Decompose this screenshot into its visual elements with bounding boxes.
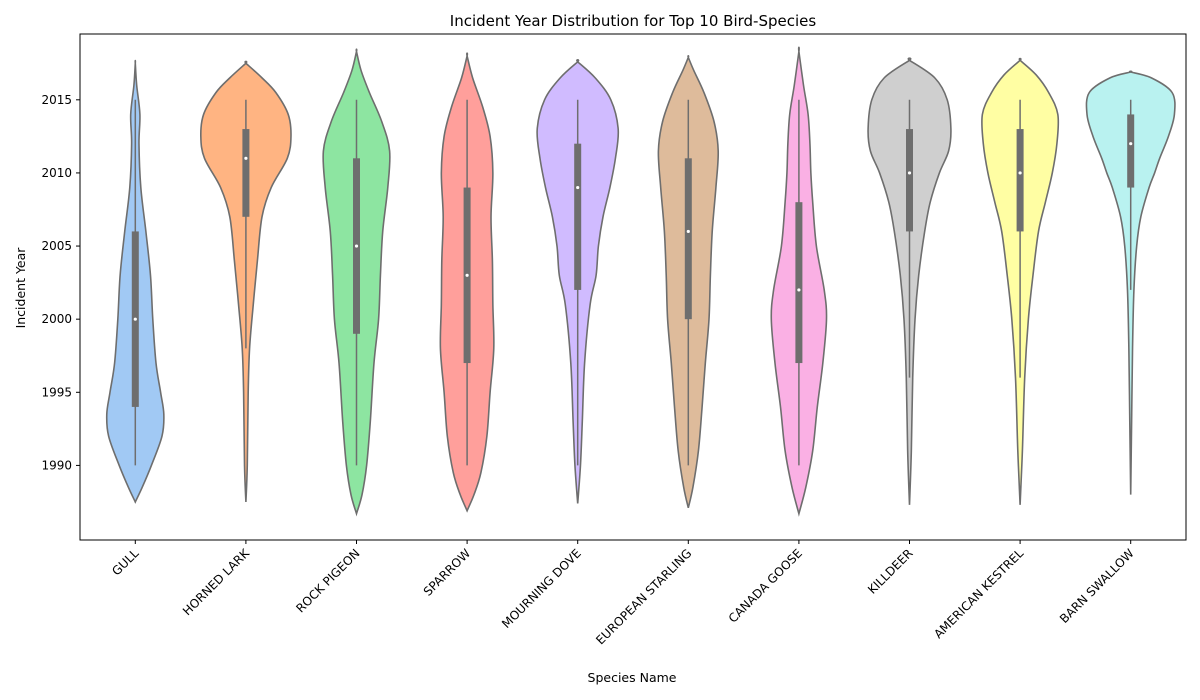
y-tick-label: 2000	[41, 312, 72, 326]
iqr-box	[242, 129, 250, 217]
median-point	[465, 273, 469, 277]
chart-title: Incident Year Distribution for Top 10 Bi…	[450, 12, 817, 30]
violin-barn-swallow	[1085, 70, 1176, 495]
x-tick-label: CANADA GOOSE	[726, 546, 805, 625]
y-axis: 1990 1995 2000 2005 2010 2015	[41, 93, 80, 472]
x-axis-label: Species Name	[588, 670, 677, 685]
y-tick-label: 2005	[41, 239, 72, 253]
violins	[105, 46, 1176, 517]
violin-canada-goose	[770, 46, 828, 517]
y-tick-label: 2015	[41, 93, 72, 107]
violin-american-kestrel	[981, 57, 1060, 505]
median-point	[907, 171, 912, 175]
x-tick-label: MOURNING DOVE	[499, 546, 584, 631]
x-tick-label: AMERICAN KESTREL	[931, 546, 1026, 641]
median-point	[1129, 142, 1133, 146]
y-axis-label: Incident Year	[13, 247, 28, 329]
violin-rock-pigeon	[322, 48, 391, 517]
plot-frame	[79, 33, 1187, 541]
median-point	[576, 185, 580, 190]
y-tick-label: 1990	[41, 458, 72, 472]
median-point	[797, 288, 801, 292]
iqr-box	[906, 129, 913, 232]
x-tick-label: HORNED LARK	[180, 545, 253, 618]
violin-european-starling	[657, 54, 720, 509]
x-tick-label: EUROPEAN STARLING	[593, 546, 694, 647]
x-tick-label: SPARROW	[421, 546, 474, 599]
median-point	[244, 156, 248, 160]
violin-killdeer	[867, 57, 952, 505]
x-tick-label: KILLDEER	[865, 546, 916, 597]
x-tick-label: ROCK PIGEON	[293, 546, 362, 615]
iqr-box	[1016, 129, 1024, 232]
iqr-box	[684, 158, 692, 320]
violin-sparrow	[439, 52, 495, 513]
iqr-box	[795, 202, 803, 364]
median-point	[686, 229, 690, 234]
median-point	[133, 317, 137, 321]
iqr-box	[574, 143, 582, 290]
violin-horned-lark	[199, 60, 292, 503]
violin-mourning-dove	[536, 59, 620, 504]
violin-gull	[105, 59, 165, 504]
median-point	[1018, 171, 1022, 175]
y-tick-label: 2010	[41, 166, 72, 180]
x-tick-label: GULL	[109, 546, 141, 578]
iqr-box	[1127, 114, 1135, 188]
x-tick-label: BARN SWALLOW	[1057, 546, 1137, 626]
x-axis: GULL HORNED LARK ROCK PIGEON SPARROW MOURNIN…	[109, 540, 1137, 647]
median-point	[354, 244, 359, 248]
y-tick-label: 1995	[41, 385, 72, 399]
